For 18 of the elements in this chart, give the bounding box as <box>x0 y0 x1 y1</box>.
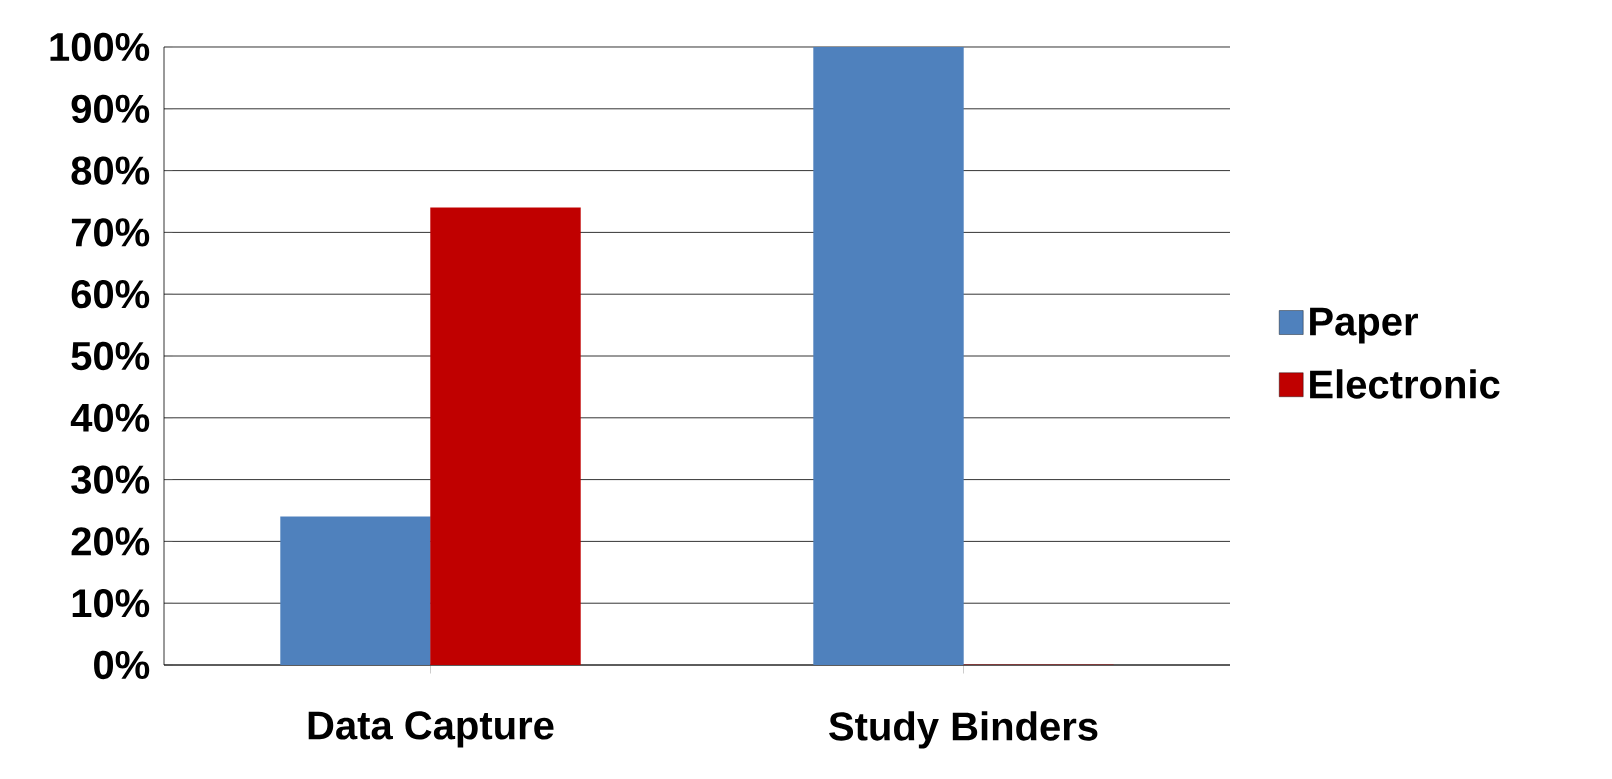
y-tick-label: 100% <box>50 32 150 62</box>
x-tick-label: Data Capture <box>308 711 554 748</box>
y-tick-label: 40% <box>70 403 150 432</box>
y-tick-label: 30% <box>71 465 150 494</box>
y-tick-label: 90% <box>71 94 150 123</box>
legend-label: Paper <box>1310 307 1418 344</box>
x-tick-label: Study Binders <box>829 711 1098 749</box>
y-tick-label: 80% <box>71 156 150 185</box>
y-tick-label: 70% <box>71 218 150 247</box>
y-tick-label: 50% <box>71 341 150 371</box>
bar <box>280 516 431 665</box>
y-tick-label: 20% <box>71 527 150 556</box>
y-tick-label: 60% <box>71 280 150 309</box>
y-tick-label: 0% <box>94 650 150 680</box>
bar <box>430 207 581 665</box>
legend-label: Electronic <box>1310 369 1500 399</box>
bar <box>813 46 964 665</box>
y-tick-label: 10% <box>72 589 150 618</box>
